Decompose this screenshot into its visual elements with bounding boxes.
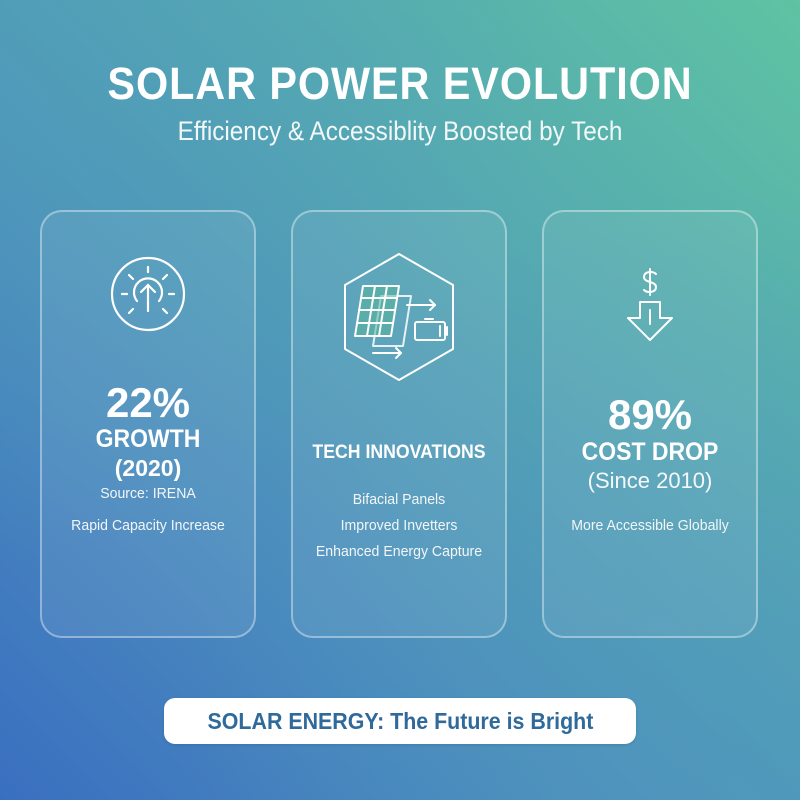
cost-year: (Since 2010) — [587, 468, 713, 493]
cost-label: COST DROP — [581, 438, 719, 466]
card-cost-drop: 89% COST DROP (Since 2010) More Accessib… — [542, 210, 758, 638]
growth-year: (2020) — [114, 455, 182, 481]
tech-heading: TECH INNOVATIONS — [312, 442, 486, 463]
sun-growth-arrow-icon — [110, 256, 186, 332]
footer-banner-text: SOLAR ENERGY: The Future is Bright — [207, 707, 593, 734]
solar-panel-battery-hexagon-icon — [344, 253, 454, 381]
page-subtitle: Efficiency & Accessiblity Boosted by Tec… — [177, 116, 623, 146]
footer-banner: SOLAR ENERGY: The Future is Bright — [164, 698, 636, 744]
tech-item: Bifacial Panels — [352, 491, 446, 508]
tech-item: Enhanced Energy Capture — [315, 543, 483, 560]
growth-source: Source: IRENA — [100, 485, 196, 502]
card-growth: 22% GROWTH (2020) Source: IRENA Rapid Ca… — [40, 210, 256, 638]
growth-value: 22% — [105, 379, 191, 426]
growth-note: Rapid Capacity Increase — [71, 517, 225, 534]
page-title: SOLAR POWER EVOLUTION — [107, 58, 693, 109]
cost-note: More Accessible Globally — [571, 517, 729, 534]
tech-item: Improved Invetters — [340, 517, 458, 534]
card-tech-innovations: TECH INNOVATIONS Bifacial Panels Improve… — [291, 210, 507, 638]
growth-label: GROWTH — [95, 425, 201, 453]
cost-value: 89% — [607, 391, 693, 438]
dollar-down-arrow-icon — [627, 268, 673, 341]
